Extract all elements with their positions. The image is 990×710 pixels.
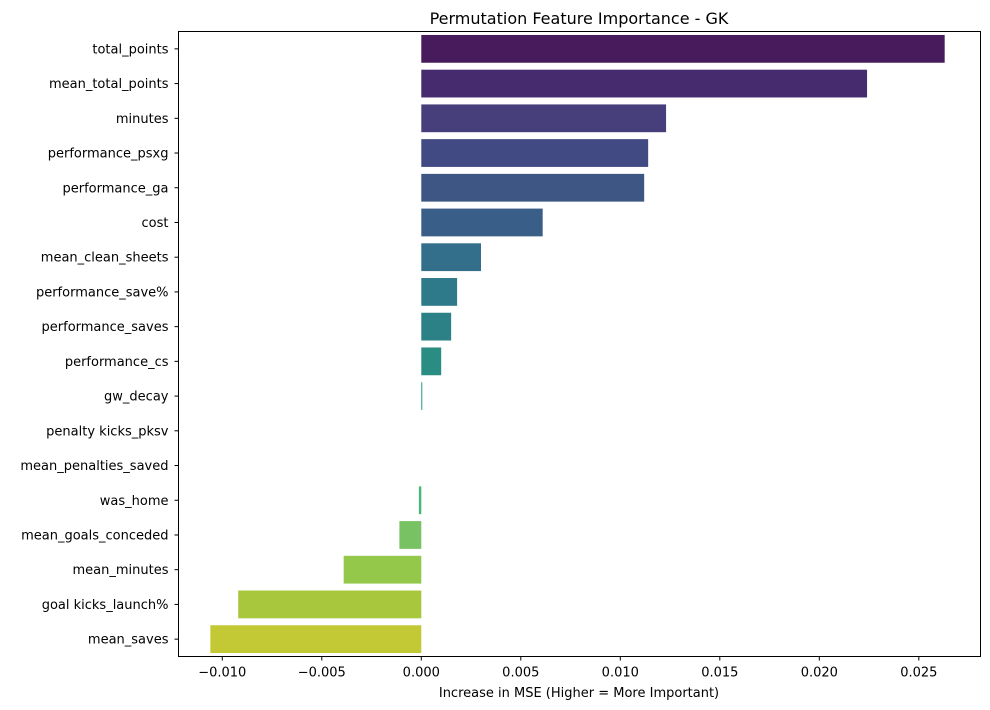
- y-tick-label: performance_save%: [36, 285, 169, 300]
- chart-title: Permutation Feature Importance - GK: [430, 9, 729, 28]
- bar-total-points: [421, 34, 945, 63]
- bar-mean-goals-conceded: [399, 521, 422, 549]
- bar-performance-cs: [421, 347, 442, 376]
- y-tick-label: mean_goals_conceded: [21, 528, 168, 543]
- bars-group: [210, 34, 945, 654]
- y-tick-label: gw_decay: [104, 390, 169, 405]
- bar-performance-saves: [421, 312, 452, 341]
- x-tick-label: 0.000: [403, 666, 440, 681]
- x-tick-label: −0.010: [198, 666, 246, 681]
- y-tick-label: performance_psxg: [48, 147, 169, 162]
- x-tick-label: 0.005: [502, 666, 539, 681]
- y-tick-label: penalty kicks_pksv: [46, 424, 169, 439]
- y-tick-label: performance_ga: [63, 181, 169, 196]
- y-tick-label: total_points: [92, 42, 168, 57]
- y-tick-label: goal kicks_launch%: [42, 598, 169, 613]
- y-tick-label: mean_clean_sheets: [41, 251, 169, 266]
- bar-was-home: [418, 486, 422, 515]
- x-axis-label: Increase in MSE (Higher = More Important…: [439, 686, 719, 701]
- bar-mean-clean-sheets: [421, 243, 481, 272]
- x-tick-label: 0.015: [701, 666, 738, 681]
- bar-performance-psxg: [421, 139, 649, 167]
- bar-minutes: [421, 104, 667, 133]
- bar-gw-decay: [421, 382, 423, 410]
- x-axis-ticks: −0.010 −0.005 0.000 0.005 0.010 0.015 0.020 0.0…: [198, 656, 937, 681]
- bar-goal-kicks-launch-: [238, 590, 422, 619]
- y-tick-label: mean_total_points: [49, 77, 169, 92]
- y-tick-label: mean_saves: [88, 633, 169, 648]
- x-tick-label: 0.010: [602, 666, 639, 681]
- y-tick-label: performance_saves: [42, 320, 169, 335]
- bar-mean-minutes: [343, 555, 422, 584]
- bar-performance-ga: [421, 173, 645, 202]
- y-tick-label: mean_penalties_saved: [20, 459, 168, 474]
- bar-cost: [421, 208, 543, 237]
- y-tick-label: was_home: [100, 494, 169, 509]
- bar-performance-save-: [421, 278, 458, 306]
- bar-mean-total-points: [421, 69, 868, 98]
- y-tick-label: performance_cs: [65, 355, 169, 370]
- y-tick-label: cost: [142, 216, 169, 231]
- y-tick-label: mean_minutes: [73, 563, 169, 578]
- y-tick-label: minutes: [116, 112, 169, 127]
- bar-mean-saves: [210, 625, 422, 654]
- x-tick-label: 0.020: [801, 666, 838, 681]
- x-tick-label: 0.025: [900, 666, 937, 681]
- plot-frame: [178, 31, 981, 657]
- x-tick-label: −0.005: [298, 666, 346, 681]
